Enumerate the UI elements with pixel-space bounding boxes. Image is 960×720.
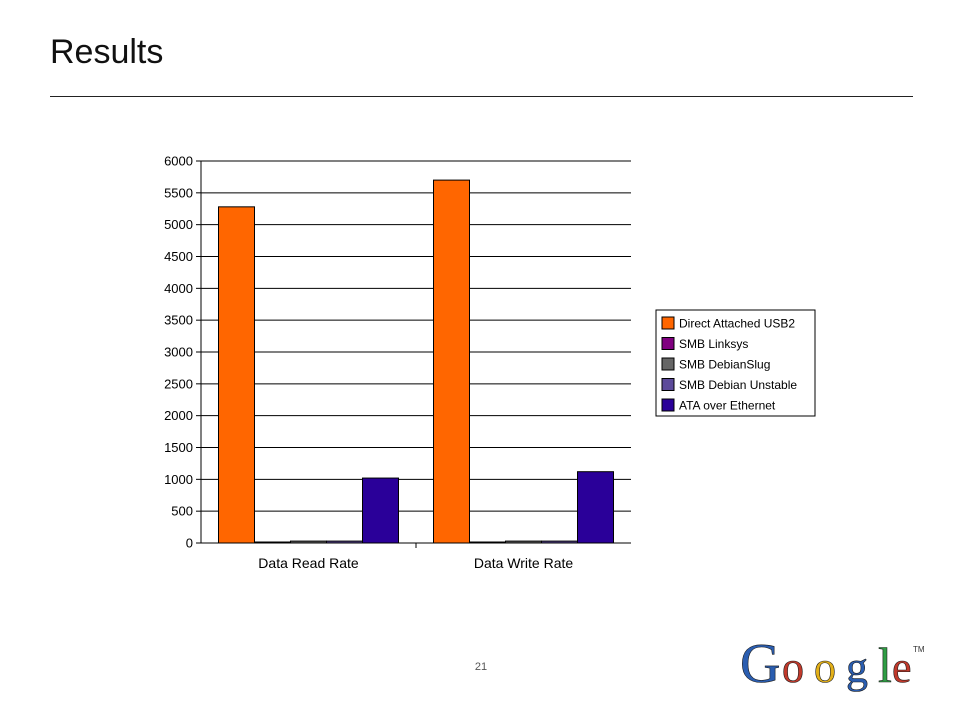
logo-letter: l <box>878 637 892 693</box>
y-tick-label: 0 <box>186 536 193 551</box>
y-tick-label: 4500 <box>164 249 193 264</box>
y-axis-ticks: 0 500 1000 1500 2000 2500 3000 3500 4000 4500 5000… <box>164 154 201 551</box>
bar <box>362 477 399 544</box>
logo-letter: G <box>740 633 780 695</box>
logo-letter: e <box>892 643 912 692</box>
legend-swatch <box>661 398 675 412</box>
bar <box>433 179 470 544</box>
y-tick-label: 5500 <box>164 185 193 200</box>
y-tick-label: 3500 <box>164 313 193 328</box>
y-tick-label: 3000 <box>164 345 193 360</box>
y-tick-label: 500 <box>171 504 193 519</box>
x-axis-labels: Data Read Rate Data Write Rate <box>258 555 573 571</box>
axes <box>200 161 631 548</box>
legend-label: ATA over Ethernet <box>679 399 776 413</box>
legend-label: SMB DebianSlug <box>679 358 770 372</box>
x-tick-label: Data Write Rate <box>474 555 574 571</box>
logo-letter: o <box>814 643 836 692</box>
y-tick-label: 2500 <box>164 376 193 391</box>
y-tick-label: 1000 <box>164 472 193 487</box>
slide-title: Results <box>50 33 164 71</box>
legend-label: Direct Attached USB2 <box>679 317 795 331</box>
logo-letter: g <box>846 643 868 692</box>
legend-swatch <box>661 357 675 371</box>
legend-box <box>655 309 816 417</box>
gridlines <box>201 160 631 512</box>
y-tick-label: 5000 <box>164 217 193 232</box>
y-tick-label: 4000 <box>164 281 193 296</box>
title-divider <box>50 96 913 97</box>
bars <box>218 179 614 544</box>
page-number: 21 <box>474 661 488 673</box>
legend-swatch <box>661 316 675 330</box>
legend-label: SMB Debian Unstable <box>679 378 797 392</box>
logo-letter: o <box>782 643 804 692</box>
legend: Direct Attached USB2 SMB Linksys SMB Debia… <box>655 309 816 417</box>
bar <box>577 471 614 544</box>
y-tick-label: 2000 <box>164 408 193 423</box>
bar <box>218 206 255 544</box>
x-tick-label: Data Read Rate <box>258 555 359 571</box>
legend-label: SMB Linksys <box>679 337 748 351</box>
trademark-symbol: TM <box>913 645 925 654</box>
y-tick-label: 1500 <box>164 440 193 455</box>
legend-swatch <box>661 378 675 391</box>
legend-swatch <box>661 337 675 350</box>
y-tick-label: 6000 <box>164 154 193 169</box>
